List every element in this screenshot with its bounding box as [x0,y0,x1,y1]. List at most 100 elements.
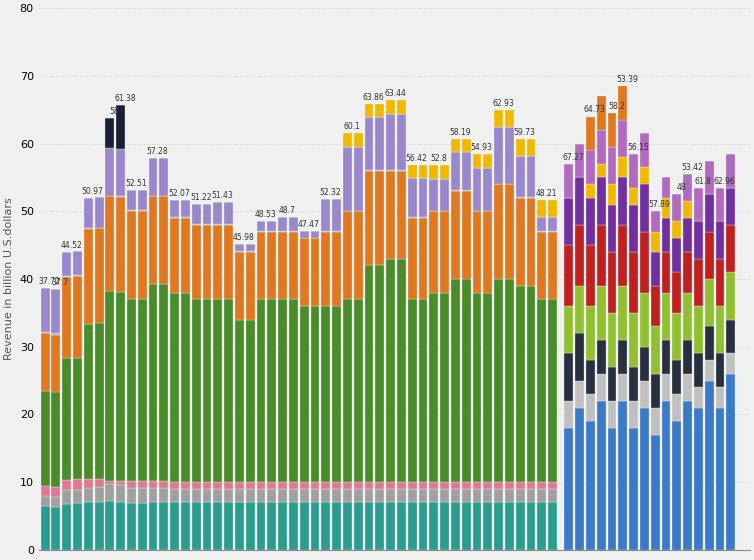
Bar [256,232,265,299]
Bar [596,374,605,401]
Bar [213,299,222,482]
Bar [94,227,103,228]
Bar [397,100,406,114]
Bar [673,221,681,239]
Bar [268,299,276,482]
Bar [311,237,320,239]
Bar [586,198,595,245]
Bar [661,374,670,401]
Bar [235,502,244,550]
Bar [235,252,244,320]
Bar [41,332,50,333]
Bar [661,252,670,292]
Text: 63.44: 63.44 [384,89,406,98]
Bar [726,353,735,374]
Bar [516,286,525,482]
Bar [629,428,638,550]
Bar [343,133,352,147]
Bar [716,353,725,388]
Text: 51.43: 51.43 [211,191,233,200]
Bar [365,482,373,489]
Bar [354,147,363,211]
Bar [629,204,638,252]
Bar [365,104,373,117]
Bar [94,228,103,323]
Bar [311,239,320,306]
Bar [256,482,265,489]
Text: 58.19: 58.19 [449,128,470,137]
Bar [149,481,158,488]
Bar [311,482,320,489]
Bar [629,252,638,313]
Bar [375,104,385,117]
Bar [505,127,513,184]
Bar [224,225,233,299]
Bar [203,489,211,502]
Bar [63,358,71,480]
Bar [159,502,168,550]
Bar [505,279,513,482]
Bar [84,198,93,228]
Bar [256,489,265,502]
Bar [256,299,265,482]
Bar [51,333,60,334]
Bar [673,272,681,313]
Bar [116,502,125,550]
Bar [483,482,492,489]
Bar [192,204,201,224]
Bar [397,489,406,502]
Bar [73,503,82,550]
Bar [494,279,503,482]
Bar [256,231,265,232]
Bar [333,482,341,489]
Bar [343,482,352,489]
Bar [311,489,320,502]
Text: 67.27: 67.27 [562,153,584,162]
Bar [526,286,535,482]
Bar [397,171,406,259]
Bar [311,306,320,482]
Bar [333,502,341,550]
Bar [683,292,692,340]
Bar [461,191,470,279]
Text: 58.2: 58.2 [608,102,625,111]
Bar [94,323,103,479]
Bar [375,171,385,265]
Bar [321,231,330,232]
Bar [608,367,617,401]
Bar [235,482,244,489]
Bar [51,487,60,497]
Bar [84,324,93,479]
Bar [575,286,584,333]
Bar [386,171,395,259]
Text: 62.96: 62.96 [713,176,735,185]
Bar [181,502,190,550]
Bar [608,184,617,204]
Bar [256,221,265,231]
Bar [278,232,287,299]
Bar [461,482,470,489]
Bar [629,313,638,367]
Bar [84,228,93,229]
Bar [278,299,287,482]
Bar [181,218,190,292]
Bar [300,239,308,306]
Bar [170,502,179,550]
Bar [170,218,179,292]
Bar [375,489,385,502]
Bar [268,231,276,232]
Bar [440,292,449,482]
Bar [127,298,136,482]
Bar [73,479,82,489]
Bar [138,503,147,550]
Bar [726,154,735,188]
Bar [694,221,703,259]
Bar [311,502,320,550]
Bar [408,165,417,178]
Bar [451,482,460,489]
Bar [538,482,546,489]
Bar [203,482,211,489]
Bar [618,120,627,157]
Bar [683,218,692,252]
Bar [683,340,692,374]
